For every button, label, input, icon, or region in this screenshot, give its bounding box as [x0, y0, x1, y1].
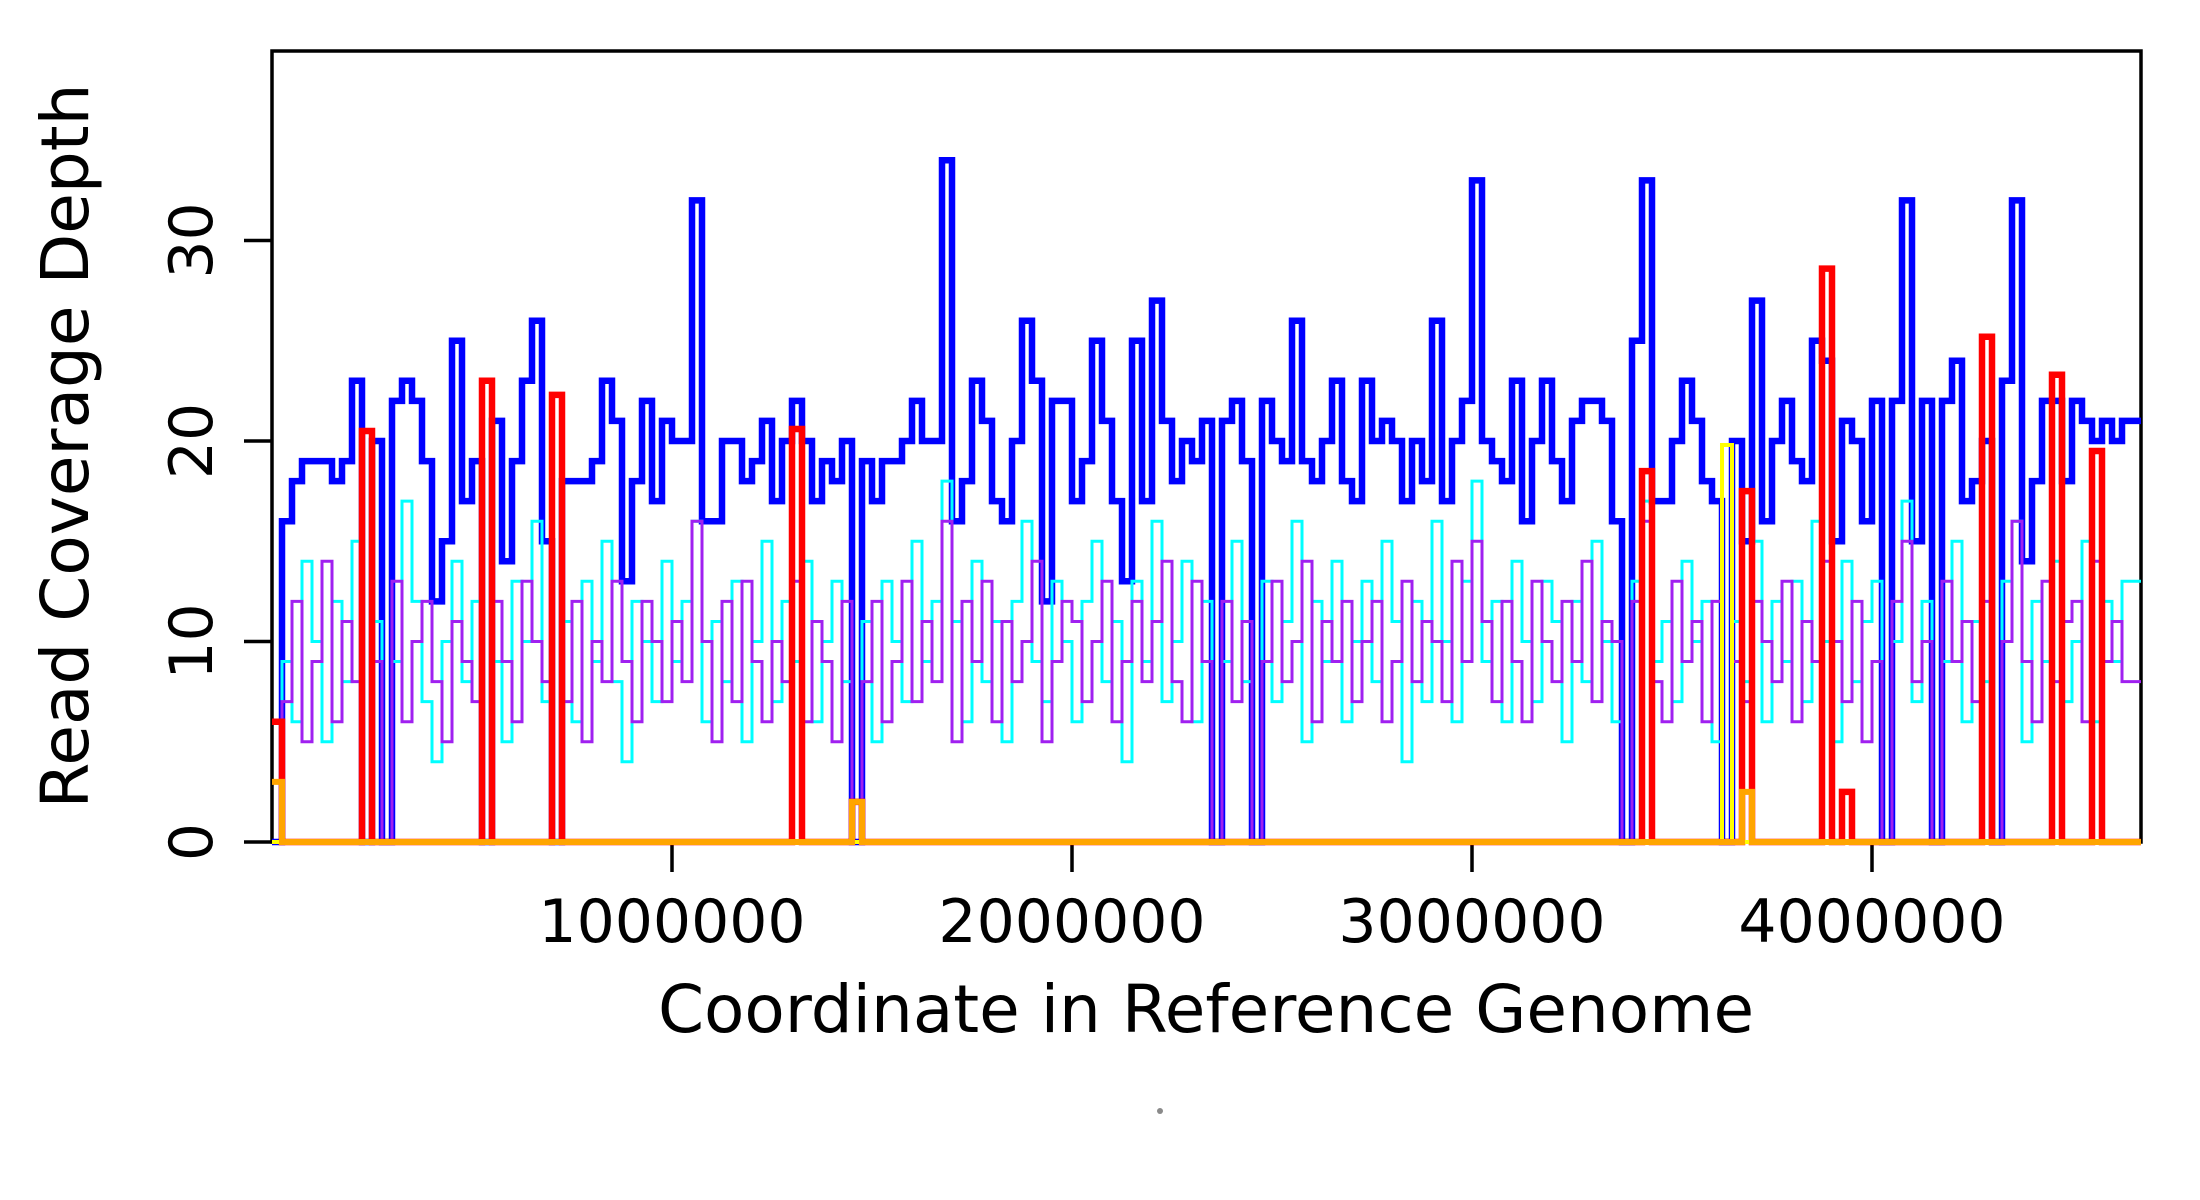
- y-tick-label-10: 10: [157, 603, 227, 679]
- y-axis-title: Read Coverage Depth: [27, 83, 104, 808]
- series-repeat-bottom: [272, 778, 2141, 845]
- x-tick-label-3m: 3000000: [1338, 887, 1605, 957]
- y-tick-label-30: 30: [157, 202, 227, 278]
- x-tick-label-4m: 4000000: [1738, 887, 2005, 957]
- y-tick-marks: [244, 238, 272, 844]
- y-tick-label-0: 0: [157, 823, 227, 861]
- stray-dot: [1157, 1108, 1163, 1114]
- x-tick-label-1m: 1000000: [538, 887, 805, 957]
- y-tick-label-20: 20: [157, 403, 227, 479]
- series-layer: [272, 157, 2141, 846]
- x-axis-title: Coordinate in Reference Genome: [658, 971, 1754, 1048]
- x-tick-label-2m: 2000000: [938, 887, 1205, 957]
- x-tick-marks: [670, 842, 1874, 872]
